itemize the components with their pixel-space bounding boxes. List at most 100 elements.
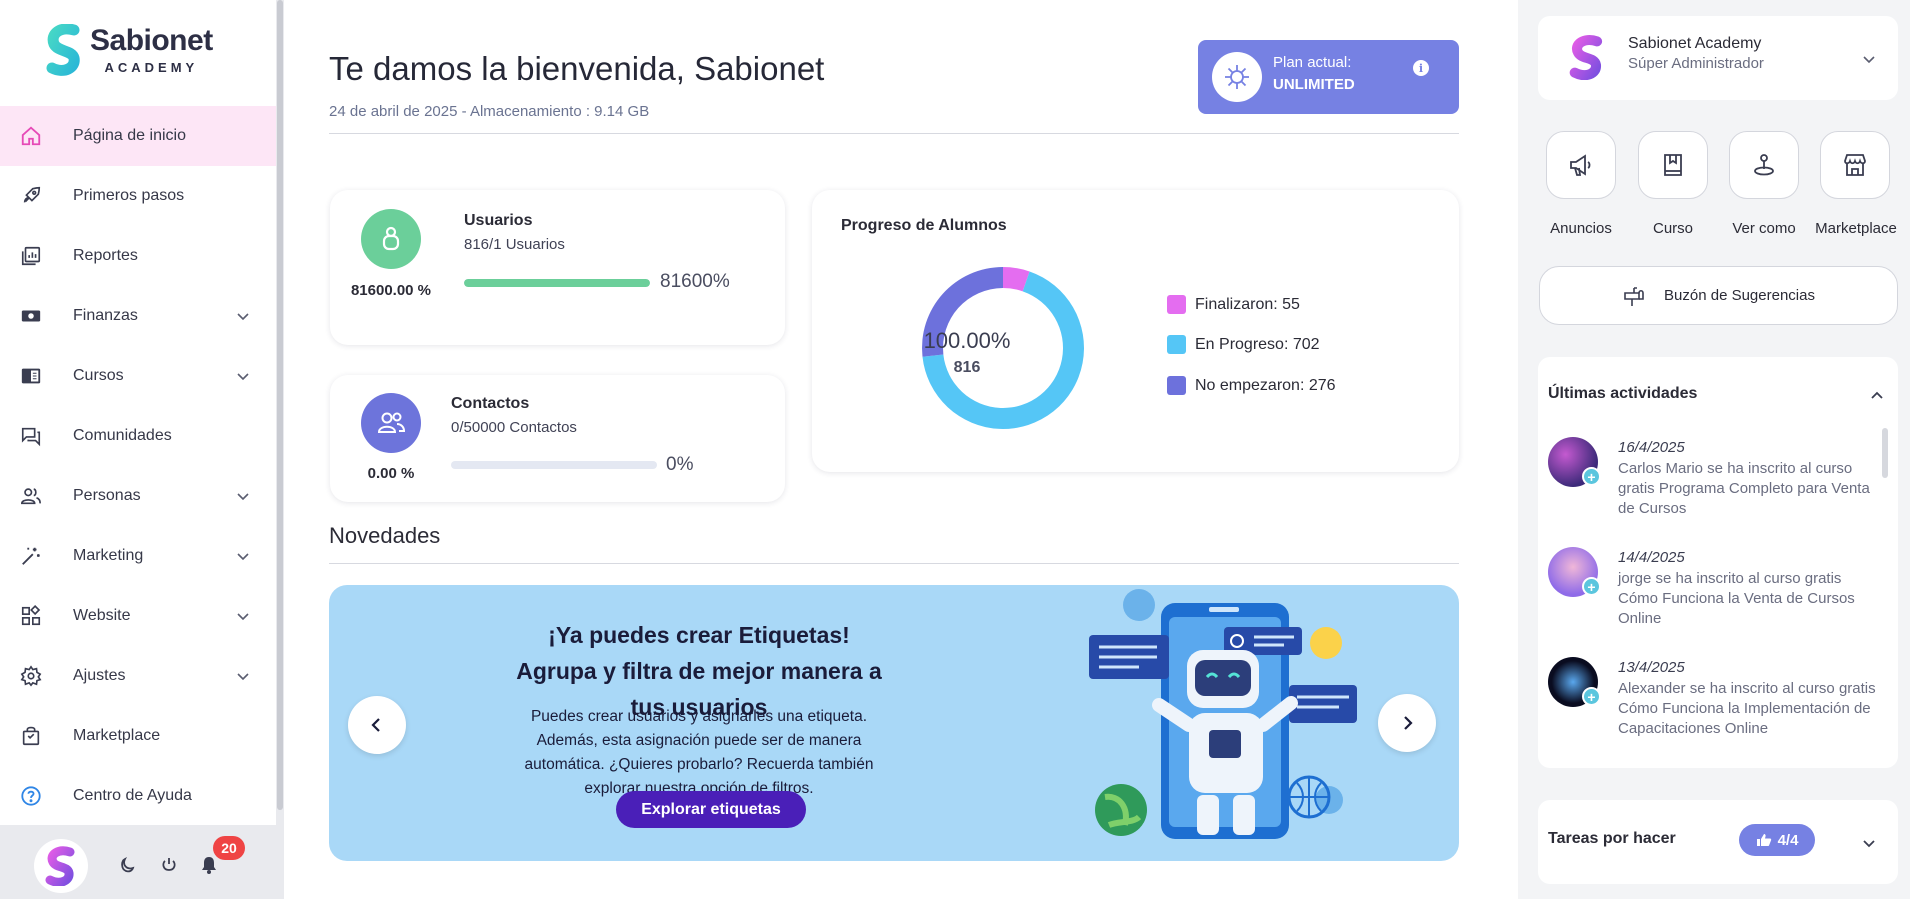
chevron-down-icon xyxy=(237,493,249,501)
suggestions-button[interactable]: Buzón de Sugerencias xyxy=(1539,266,1898,325)
users-progress-bar xyxy=(464,279,650,287)
sidebar-item-label: Primeros pasos xyxy=(73,187,185,204)
sidebar-item-website[interactable]: Website xyxy=(0,586,276,646)
brand-sub: ACADEMY xyxy=(104,59,199,75)
news-banner: ¡Ya puedes crear Etiquetas! Agrupa y fil… xyxy=(329,585,1459,861)
user-menu[interactable]: Sabionet Academy Súper Administrador xyxy=(1538,16,1898,100)
activity-date: 13/4/2025 xyxy=(1618,659,1685,676)
sidebar-item-primeros-pasos[interactable]: Primeros pasos xyxy=(0,166,276,226)
sidebar-item-label: Marketing xyxy=(73,547,144,564)
activity-item[interactable]: + 14/4/2025 jorge se ha inscrito al curs… xyxy=(1548,547,1878,627)
activity-date: 16/4/2025 xyxy=(1618,439,1685,456)
contacts-title: Contactos xyxy=(451,395,530,412)
carousel-prev-button[interactable] xyxy=(348,696,406,754)
donut-slice-no-empezaron[interactable] xyxy=(922,267,1003,357)
users-count: 816/1 Usuarios xyxy=(464,236,565,253)
legend-swatch xyxy=(1167,335,1186,354)
marketplace-button[interactable] xyxy=(1820,131,1890,199)
money-icon xyxy=(20,305,42,327)
brand-name: Sabionet xyxy=(90,23,213,57)
plan-label: Plan actual: xyxy=(1273,54,1352,71)
news-title: Novedades xyxy=(329,523,441,548)
sidebar-item-ayuda[interactable]: Centro de Ayuda xyxy=(0,766,276,826)
activity-text: jorge se ha inscrito al curso gratis Cóm… xyxy=(1618,570,1855,627)
donut-slice-finalizaron[interactable] xyxy=(1003,267,1030,292)
sidebar-item-label: Ajustes xyxy=(73,667,126,684)
sidebar-item-finanzas[interactable]: Finanzas xyxy=(0,286,276,346)
users-bar-label: 81600% xyxy=(660,271,730,292)
contacts-count: 0/50000 Contactos xyxy=(451,419,577,436)
chart-center-percent: 100.00% xyxy=(923,328,1011,353)
legend-item: No empezaron: 276 xyxy=(1167,376,1336,395)
plan-card[interactable]: Plan actual: UNLIMITED i xyxy=(1198,40,1459,114)
sidebar-item-personas[interactable]: Personas xyxy=(0,466,276,526)
progress-chart-card: Progreso de Alumnos 100.00% 816 Finaliza… xyxy=(812,190,1459,472)
shopping-bag-icon xyxy=(20,725,42,747)
sidebar-item-marketing[interactable]: Marketing xyxy=(0,526,276,586)
legend-swatch xyxy=(1167,376,1186,395)
tasks-panel[interactable]: Tareas por hacer 4/4 xyxy=(1538,800,1898,884)
person-pin-icon xyxy=(1754,154,1774,176)
sidebar-item-marketplace[interactable]: Marketplace xyxy=(0,706,276,766)
avatar[interactable] xyxy=(34,839,88,893)
bell-icon[interactable] xyxy=(199,855,219,875)
chevron-down-icon xyxy=(237,553,249,561)
megaphone-icon xyxy=(1570,154,1591,176)
brand-avatar-icon xyxy=(45,846,75,886)
quick-action-label: Anuncios xyxy=(1550,220,1612,237)
divider xyxy=(329,133,1459,134)
contacts-icon xyxy=(361,393,421,453)
view-as-button[interactable] xyxy=(1729,131,1799,199)
chevron-down-icon xyxy=(237,313,249,321)
activity-item[interactable]: + 13/4/2025 Alexander se ha inscrito al … xyxy=(1548,657,1878,757)
sidebar-item-comunidades[interactable]: Comunidades xyxy=(0,406,276,466)
logo[interactable]: Sabionet ACADEMY xyxy=(46,22,213,78)
tasks-title: Tareas por hacer xyxy=(1548,830,1676,847)
brand-avatar-icon xyxy=(1569,35,1603,80)
grid-icon xyxy=(20,605,42,627)
contacts-bar-label: 0% xyxy=(666,454,694,475)
chat-icon xyxy=(20,425,42,447)
explore-tags-button[interactable]: Explorar etiquetas xyxy=(616,791,806,828)
sidebar-item-label: Reportes xyxy=(73,247,138,264)
sidebar-item-cursos[interactable]: Cursos xyxy=(0,346,276,406)
activity-item[interactable]: + 16/4/2025 Carlos Mario se ha inscrito … xyxy=(1548,437,1878,517)
info-icon[interactable]: i xyxy=(1413,60,1429,76)
activities-panel: Últimas actividades + 16/4/2025 Carlos M… xyxy=(1538,357,1898,768)
moon-icon[interactable] xyxy=(118,855,138,875)
rocket-icon xyxy=(20,185,42,207)
sidebar-item-inicio[interactable]: Página de inicio xyxy=(0,106,276,166)
help-icon xyxy=(20,785,42,807)
sidebar-item-reportes[interactable]: Reportes xyxy=(0,226,276,286)
power-icon[interactable] xyxy=(159,855,179,875)
reports-icon xyxy=(20,245,42,267)
sidebar-scrollbar[interactable] xyxy=(276,0,284,825)
mailbox-icon xyxy=(1624,286,1644,306)
sidebar-item-label: Centro de Ayuda xyxy=(73,787,192,804)
contacts-stat-card: 0.00 % Contactos 0/50000 Contactos 0% xyxy=(330,375,785,502)
sidebar-item-label: Comunidades xyxy=(73,427,172,444)
activity-date: 14/4/2025 xyxy=(1618,549,1685,566)
magic-wand-icon xyxy=(20,545,42,567)
notification-badge: 20 xyxy=(213,836,245,860)
book-icon xyxy=(1664,154,1682,176)
activities-scrollbar[interactable] xyxy=(1882,428,1888,478)
sidebar-item-ajustes[interactable]: Ajustes xyxy=(0,646,276,706)
contacts-percent: 0.00 % xyxy=(367,465,415,482)
store-icon xyxy=(1844,154,1866,176)
page-subtitle: 24 de abril de 2025 - Almacenamiento : 9… xyxy=(329,103,650,120)
home-icon xyxy=(20,125,42,147)
book-icon xyxy=(20,365,42,387)
users-stat-card: 81600.00 % Usuarios 816/1 Usuarios 81600… xyxy=(330,190,785,345)
legend-label: No empezaron: 276 xyxy=(1195,376,1336,394)
chevron-left-icon xyxy=(371,718,380,732)
sidebar: Sabionet ACADEMY Página de inicio Primer… xyxy=(0,0,276,899)
divider xyxy=(329,563,1459,564)
banner-text: Puedes crear usuarios y asignarles una e… xyxy=(524,708,874,797)
legend-swatch xyxy=(1167,295,1186,314)
chevron-down-icon xyxy=(237,373,249,381)
announcements-button[interactable] xyxy=(1546,131,1616,199)
carousel-next-button[interactable] xyxy=(1378,694,1436,752)
course-button[interactable] xyxy=(1638,131,1708,199)
chevron-up-icon[interactable] xyxy=(1870,389,1884,403)
